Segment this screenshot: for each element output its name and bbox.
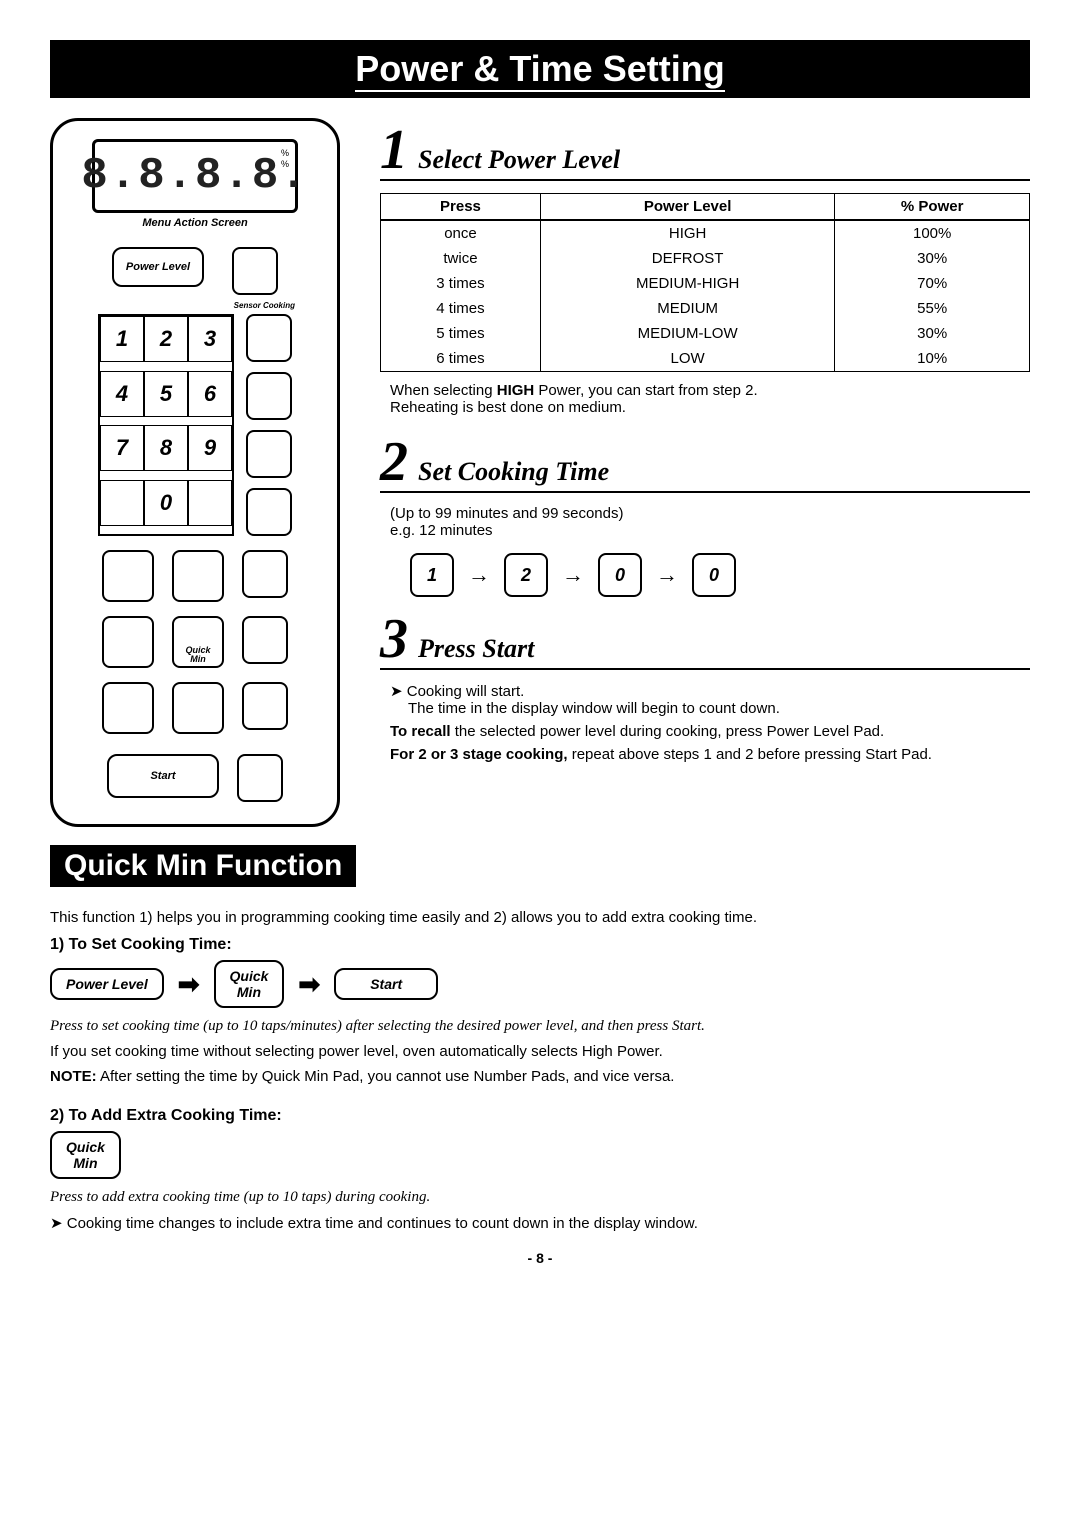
step-2-subtext: (Up to 99 minutes and 99 seconds) e.g. 1… — [390, 505, 1030, 539]
flow-start: Start — [334, 968, 438, 1000]
key-6: 6 — [188, 371, 232, 417]
key-1: 1 — [100, 316, 144, 362]
key-4: 4 — [100, 371, 144, 417]
control-panel-diagram: 8.8.8.8. % % Menu Action Screen Power Le… — [50, 118, 340, 827]
step-2-heading: 2 Set Cooking Time — [380, 440, 1030, 493]
blank-button — [102, 550, 154, 602]
key-0: 0 — [144, 480, 188, 526]
number-keypad: 1 2 3 4 5 6 7 8 9 0 — [98, 314, 234, 536]
display-digits: 8.8.8.8. — [81, 151, 308, 201]
flow-quick-min: Quick Min — [50, 1131, 121, 1179]
key-7: 7 — [100, 425, 144, 471]
start-button: Start — [107, 754, 219, 798]
display-screen: 8.8.8.8. % % — [92, 139, 298, 213]
step-3-heading: 3 Press Start — [380, 617, 1030, 670]
flow-power-level: Power Level — [50, 968, 164, 1000]
key-sequence: 1→ 2→ 0→ 0 — [410, 553, 1030, 597]
blank-button — [102, 616, 154, 668]
side-button — [242, 550, 288, 598]
blank-button — [232, 247, 278, 295]
side-button — [246, 430, 292, 478]
page-number: - 8 - — [50, 1250, 1030, 1266]
key-2: 2 — [144, 316, 188, 362]
flow-quick-min: Quick Min — [214, 960, 285, 1008]
side-button — [246, 314, 292, 362]
menu-action-label: Menu Action Screen — [67, 217, 323, 229]
step-3-bullet: Cooking will start. The time in the disp… — [390, 682, 1030, 717]
key-8: 8 — [144, 425, 188, 471]
section-header: Power & Time Setting — [50, 40, 1030, 98]
side-button — [246, 488, 292, 536]
qmf-flow-2: Quick Min — [50, 1131, 1030, 1179]
quick-min-header: Quick Min Function — [50, 845, 356, 887]
blank-button — [172, 550, 224, 602]
quick-min-button: Quick Min — [172, 616, 224, 668]
qmf-sub-1: 1) To Set Cooking Time: — [50, 936, 1030, 954]
key-5: 5 — [144, 371, 188, 417]
blank-button — [102, 682, 154, 734]
step-1-heading: 1 Select Power Level — [380, 128, 1030, 181]
step-3-note: For 2 or 3 stage cooking, repeat above s… — [390, 746, 1030, 763]
key-9: 9 — [188, 425, 232, 471]
side-button — [242, 616, 288, 664]
qmf-bullet-2: Cooking time changes to include extra ti… — [50, 1214, 1030, 1232]
sensor-cooking-label: Sensor Cooking — [67, 301, 295, 310]
qmf-line-2: If you set cooking time without selectin… — [50, 1043, 1030, 1060]
qmf-italic-2: Press to add extra cooking time (up to 1… — [50, 1189, 1030, 1206]
qmf-italic-1: Press to set cooking time (up to 10 taps… — [50, 1018, 1030, 1035]
key-3: 3 — [188, 316, 232, 362]
arrow-icon: ➡ — [178, 969, 200, 1000]
qmf-note: NOTE: After setting the time by Quick Mi… — [50, 1068, 1030, 1085]
side-button — [242, 682, 288, 730]
qmf-flow-1: Power Level ➡ Quick Min ➡ Start — [50, 960, 1030, 1008]
step-1-note: When selecting HIGH Power, you can start… — [390, 382, 1030, 416]
side-button — [237, 754, 283, 802]
side-button — [246, 372, 292, 420]
qmf-sub-2: 2) To Add Extra Cooking Time: — [50, 1107, 1030, 1125]
arrow-icon: ➡ — [298, 969, 320, 1000]
blank-button — [172, 682, 224, 734]
power-level-table: Press Power Level % Power onceHIGH100% t… — [380, 193, 1030, 372]
step-3-note: To recall the selected power level durin… — [390, 723, 1030, 740]
qmf-intro: This function 1) helps you in programmin… — [50, 909, 1030, 926]
power-level-button: Power Level — [112, 247, 204, 287]
